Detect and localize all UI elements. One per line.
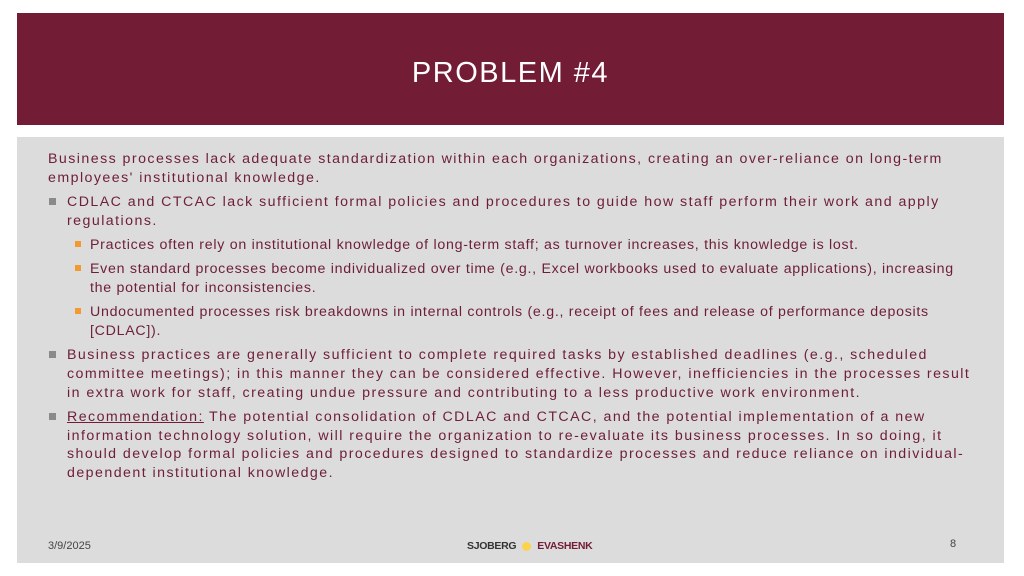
square-bullet-icon: [49, 412, 56, 420]
recommendation-label: Recommendation:: [67, 408, 204, 425]
square-bullet-icon: [75, 308, 81, 315]
square-bullet-icon: [49, 197, 56, 205]
title-bar: PROBLEM #4: [17, 13, 1004, 125]
sub-bullet: Practices often rely on institutional kn…: [48, 236, 980, 255]
square-bullet-icon: [75, 240, 81, 247]
recommendation-bullet: Recommendation: The potential consolidat…: [48, 408, 972, 482]
company-logo: SJOBERG EVASHENK: [467, 540, 593, 552]
intro-paragraph: Business processes lack adequate standar…: [48, 151, 943, 186]
sub-bullet: Even standard processes become individua…: [48, 260, 980, 297]
slide-body: Business processes lack adequate standar…: [48, 150, 978, 488]
page-number: 8: [950, 538, 957, 550]
sun-dot-icon: [522, 541, 532, 551]
slide-title: PROBLEM #4: [411, 57, 610, 89]
sub-bullet: Undocumented processes risk breakdowns i…: [48, 303, 980, 340]
bullet: CDLAC and CTCAC lack sufficient formal p…: [48, 193, 972, 230]
footer-date: 3/9/2025: [48, 540, 91, 552]
square-bullet-icon: [75, 265, 81, 272]
bullet: Business practices are generally suffici…: [48, 346, 972, 402]
square-bullet-icon: [49, 351, 56, 359]
content-panel: [17, 137, 1004, 563]
